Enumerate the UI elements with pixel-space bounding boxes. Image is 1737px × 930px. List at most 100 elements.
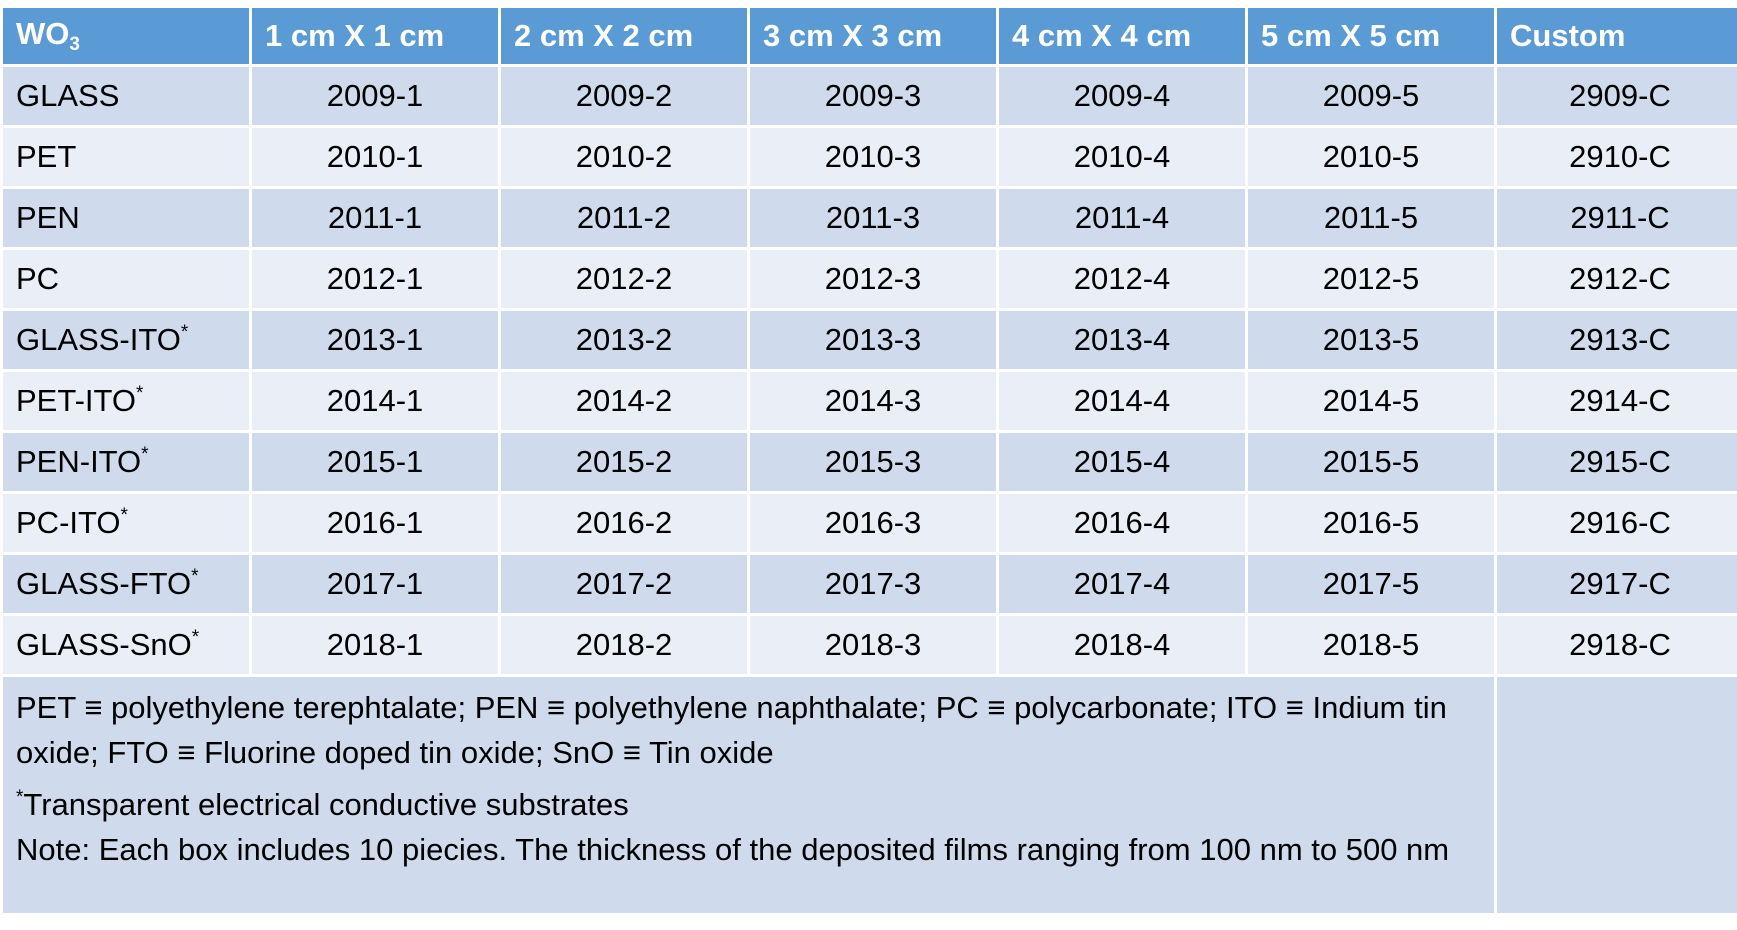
header-col-custom: Custom [1497,8,1737,64]
product-code-cell: 2016-1 [252,494,498,552]
row-substrate-label: PEN [3,189,249,247]
table-row: PET-ITO* 2014-1 2014-2 2014-3 2014-4 2014-5 29… [3,372,1737,430]
custom-code-cell: 2914-C [1497,372,1737,430]
header-col-4: 4 cm X 4 cm [999,8,1245,64]
product-code-cell: 2018-5 [1248,616,1494,674]
conductive-marker: * [191,627,200,648]
product-code-cell: 2010-1 [252,128,498,186]
row-substrate-label: PET-ITO* [3,372,249,430]
product-code-cell: 2009-1 [252,67,498,125]
row-substrate-label: GLASS-FTO* [3,555,249,613]
product-code-cell: 2014-1 [252,372,498,430]
footnote-line: *Transparent electrical conductive subst… [16,775,1481,827]
product-code-cell: 2013-2 [501,311,747,369]
product-code-cell: 2009-2 [501,67,747,125]
conductive-marker: * [191,566,199,587]
product-code-cell: 2012-3 [750,250,996,308]
product-code-cell: 2009-5 [1248,67,1494,125]
row-substrate-label: PC [3,250,249,308]
table-row: PC 2012-1 2012-2 2012-3 2012-4 2012-5 2912-C [3,250,1737,308]
table-row: PET 2010-1 2010-2 2010-3 2010-4 2010-5 2910-C [3,128,1737,186]
product-code-cell: 2015-3 [750,433,996,491]
table-row: GLASS 2009-1 2009-2 2009-3 2009-4 2009-5 2909-… [3,67,1737,125]
table-row: GLASS-ITO* 2013-1 2013-2 2013-3 2013-4 2013-5… [3,311,1737,369]
table-row: GLASS-FTO* 2017-1 2017-2 2017-3 2017-4 2017-5… [3,555,1737,613]
wo3-substrate-table: WO3 1 cm X 1 cm 2 cm X 2 cm 3 cm X 3 cm … [0,5,1737,916]
conductive-marker: * [120,505,128,526]
substrate-name: PC-ITO [16,505,121,540]
product-code-cell: 2015-2 [501,433,747,491]
box-note: Note: Each box includes 10 piecies. The … [16,832,1450,867]
substrate-name: PEN [16,200,80,235]
custom-code-cell: 2917-C [1497,555,1737,613]
footnote-star: * [16,787,24,808]
product-code-cell: 2017-2 [501,555,747,613]
product-code-cell: 2017-1 [252,555,498,613]
table-row: PC-ITO* 2016-1 2016-2 2016-3 2016-4 2016-5 291… [3,494,1737,552]
product-code-cell: 2009-4 [999,67,1245,125]
header-row: WO3 1 cm X 1 cm 2 cm X 2 cm 3 cm X 3 cm … [3,8,1737,64]
product-code-cell: 2018-1 [252,616,498,674]
notes-empty-cell [1497,677,1737,913]
row-substrate-label: GLASS [3,67,249,125]
conductive-marker: * [180,322,189,343]
product-code-cell: 2013-3 [750,311,996,369]
product-code-cell: 2012-2 [501,250,747,308]
product-code-cell: 2017-3 [750,555,996,613]
substrate-name: GLASS-SnO [16,627,192,662]
product-code-cell: 2014-4 [999,372,1245,430]
product-code-cell: 2012-4 [999,250,1245,308]
header-col-1: 1 cm X 1 cm [252,8,498,64]
custom-code-cell: 2915-C [1497,433,1737,491]
product-code-cell: 2016-2 [501,494,747,552]
notes-cell: PET ≡ polyethylene terephtalate; PEN ≡ p… [3,677,1494,913]
product-code-cell: 2017-5 [1248,555,1494,613]
conductive-marker: * [136,383,144,404]
substrate-name: GLASS-FTO [16,566,192,601]
product-code-cell: 2018-4 [999,616,1245,674]
substrate-name: PET [16,139,77,174]
substrate-name: GLASS [16,78,120,113]
header-col-3: 3 cm X 3 cm [750,8,996,64]
product-code-cell: 2011-4 [999,189,1245,247]
custom-code-cell: 2910-C [1497,128,1737,186]
row-substrate-label: GLASS-ITO* [3,311,249,369]
product-code-cell: 2010-2 [501,128,747,186]
custom-code-cell: 2909-C [1497,67,1737,125]
custom-code-cell: 2916-C [1497,494,1737,552]
table-row: GLASS-SnO* 2018-1 2018-2 2018-3 2018-4 2018-5… [3,616,1737,674]
product-code-cell: 2010-4 [999,128,1245,186]
product-code-cell: 2015-4 [999,433,1245,491]
notes-row: PET ≡ polyethylene terephtalate; PEN ≡ p… [3,677,1737,913]
product-code-cell: 2017-4 [999,555,1245,613]
custom-code-cell: 2912-C [1497,250,1737,308]
substrate-name: GLASS-ITO [16,322,181,357]
row-substrate-label: PEN-ITO* [3,433,249,491]
custom-code-cell: 2918-C [1497,616,1737,674]
footnote-text: Transparent electrical conductive substr… [23,787,629,822]
conductive-marker: * [141,444,149,465]
row-substrate-label: PET [3,128,249,186]
product-code-cell: 2012-1 [252,250,498,308]
custom-code-cell: 2911-C [1497,189,1737,247]
product-code-cell: 2010-3 [750,128,996,186]
header-col-5: 5 cm X 5 cm [1248,8,1494,64]
product-code-cell: 2014-5 [1248,372,1494,430]
substrate-name: PC [16,261,60,296]
product-code-cell: 2018-3 [750,616,996,674]
product-code-cell: 2011-1 [252,189,498,247]
product-code-cell: 2018-2 [501,616,747,674]
product-code-cell: 2011-5 [1248,189,1494,247]
product-code-cell: 2014-3 [750,372,996,430]
product-code-cell: 2016-4 [999,494,1245,552]
substrate-name: PET-ITO [16,383,137,418]
product-code-cell: 2010-5 [1248,128,1494,186]
product-code-cell: 2012-5 [1248,250,1494,308]
table-row: PEN 2011-1 2011-2 2011-3 2011-4 2011-5 2911-C [3,189,1737,247]
header-corner-subscript: 3 [69,34,80,55]
product-code-cell: 2011-2 [501,189,747,247]
product-code-cell: 2013-4 [999,311,1245,369]
product-code-cell: 2009-3 [750,67,996,125]
product-code-cell: 2014-2 [501,372,747,430]
